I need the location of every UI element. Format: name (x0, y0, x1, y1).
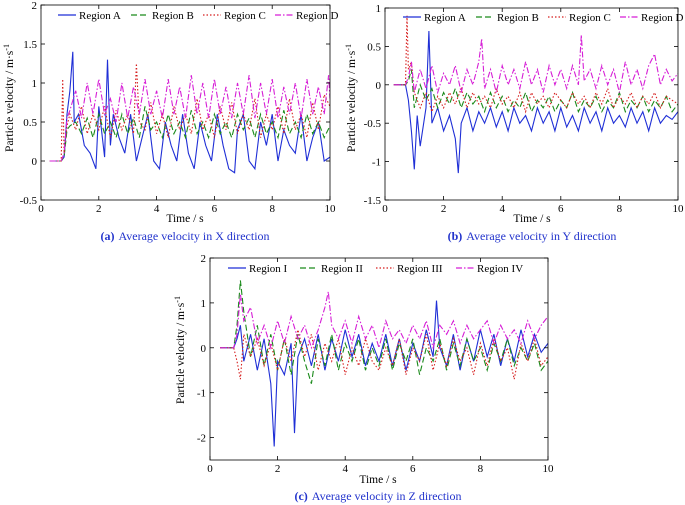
y-tick-label: 0.5 (367, 41, 381, 53)
series-line-region-d (393, 34, 678, 95)
x-tick-label: 4 (499, 203, 505, 215)
x-tick-label: 6 (212, 203, 218, 215)
plot-frame (40, 4, 331, 201)
x-tick-label: 10 (543, 463, 555, 475)
series-line-region-c (49, 63, 330, 162)
y-tick-label: -1.5 (364, 195, 382, 207)
series-line-region-i (220, 300, 548, 447)
chart-panel-a: Particle velocity / m·s-1 Time / s (a) Av… (2, 0, 339, 243)
x-tick-label: 8 (478, 463, 484, 475)
legend-label: Region D (641, 12, 684, 24)
series-line-region-b (393, 69, 678, 114)
y-tick-label: -0.5 (364, 118, 382, 130)
x-tick-label: 0 (38, 203, 44, 215)
y-tick-label: -1 (372, 157, 381, 169)
legend-label: Region A (424, 12, 466, 24)
y-tick-label: 1.5 (23, 39, 37, 51)
y-tick-label: 1 (201, 298, 207, 310)
x-tick-label: 10 (325, 203, 337, 215)
y-tick-label: 0 (201, 343, 207, 355)
y-tick-label: 0 (376, 80, 382, 92)
x-tick-label: 6 (558, 203, 564, 215)
ylabel-b: Particle velocity / m·s-1 (344, 44, 358, 152)
y-tick-label: 2 (201, 253, 207, 265)
series-line-region-a (49, 51, 330, 174)
x-tick-label: 6 (410, 463, 416, 475)
chart-panel-b: Particle velocity / m·s-1 Time / s (b) Av… (344, 3, 684, 243)
legend-label: Region D (296, 10, 339, 22)
x-tick-label: 8 (269, 203, 275, 215)
series-line-region-c (393, 15, 678, 114)
legend-label: Region B (497, 12, 539, 24)
y-tick-label: 0 (32, 156, 38, 168)
series-line-region-b (49, 106, 330, 162)
legend-label: Region A (79, 10, 121, 22)
caption-b: (b) Average velocity in Y direction (448, 229, 617, 243)
series-line-region-iv (220, 291, 548, 350)
x-tick-label: 2 (275, 463, 281, 475)
y-tick-label: -2 (197, 433, 206, 445)
xlabel-a: Time / s (166, 213, 204, 225)
y-tick-label: 0.5 (23, 117, 37, 129)
x-tick-label: 4 (342, 463, 348, 475)
y-tick-label: 2 (32, 0, 38, 12)
caption-a: (a) Average velocity in X direction (100, 229, 269, 243)
x-tick-label: 0 (382, 203, 388, 215)
y-tick-label: -1 (197, 388, 206, 400)
x-tick-label: 0 (207, 463, 213, 475)
plot-frame (384, 7, 679, 201)
ylabel-a: Particle velocity / m·s-1 (2, 44, 16, 152)
y-tick-label: 1 (376, 3, 382, 15)
plot-frame (209, 257, 549, 461)
legend-label: Region II (321, 263, 363, 275)
x-tick-label: 8 (617, 203, 623, 215)
legend-label: Region B (152, 10, 194, 22)
legend-label: Region C (569, 12, 611, 24)
x-tick-label: 10 (673, 203, 685, 215)
series-line-region-a (393, 30, 678, 174)
legend-label: Region IV (477, 263, 523, 275)
legend-label: Region C (224, 10, 266, 22)
y-tick-label: 1 (32, 78, 38, 90)
legend-label: Region III (397, 263, 443, 275)
x-tick-label: 4 (154, 203, 160, 215)
xlabel-b: Time / s (513, 213, 551, 225)
y-tick-label: -0.5 (20, 195, 38, 207)
series-line-region-d (49, 75, 330, 162)
xlabel-c: Time / s (359, 474, 397, 486)
x-tick-label: 2 (441, 203, 447, 215)
series-line-region-ii (220, 280, 548, 384)
ylabel-c: Particle velocity / m·s-1 (173, 296, 187, 404)
legend-label: Region I (249, 263, 288, 275)
chart-panel-c: Particle velocity / m·s-1 Time / s (c) Av… (173, 253, 554, 503)
series-line-region-iii (220, 329, 548, 380)
x-tick-label: 2 (96, 203, 102, 215)
caption-c: (c) Average velocity in Z direction (294, 489, 461, 503)
